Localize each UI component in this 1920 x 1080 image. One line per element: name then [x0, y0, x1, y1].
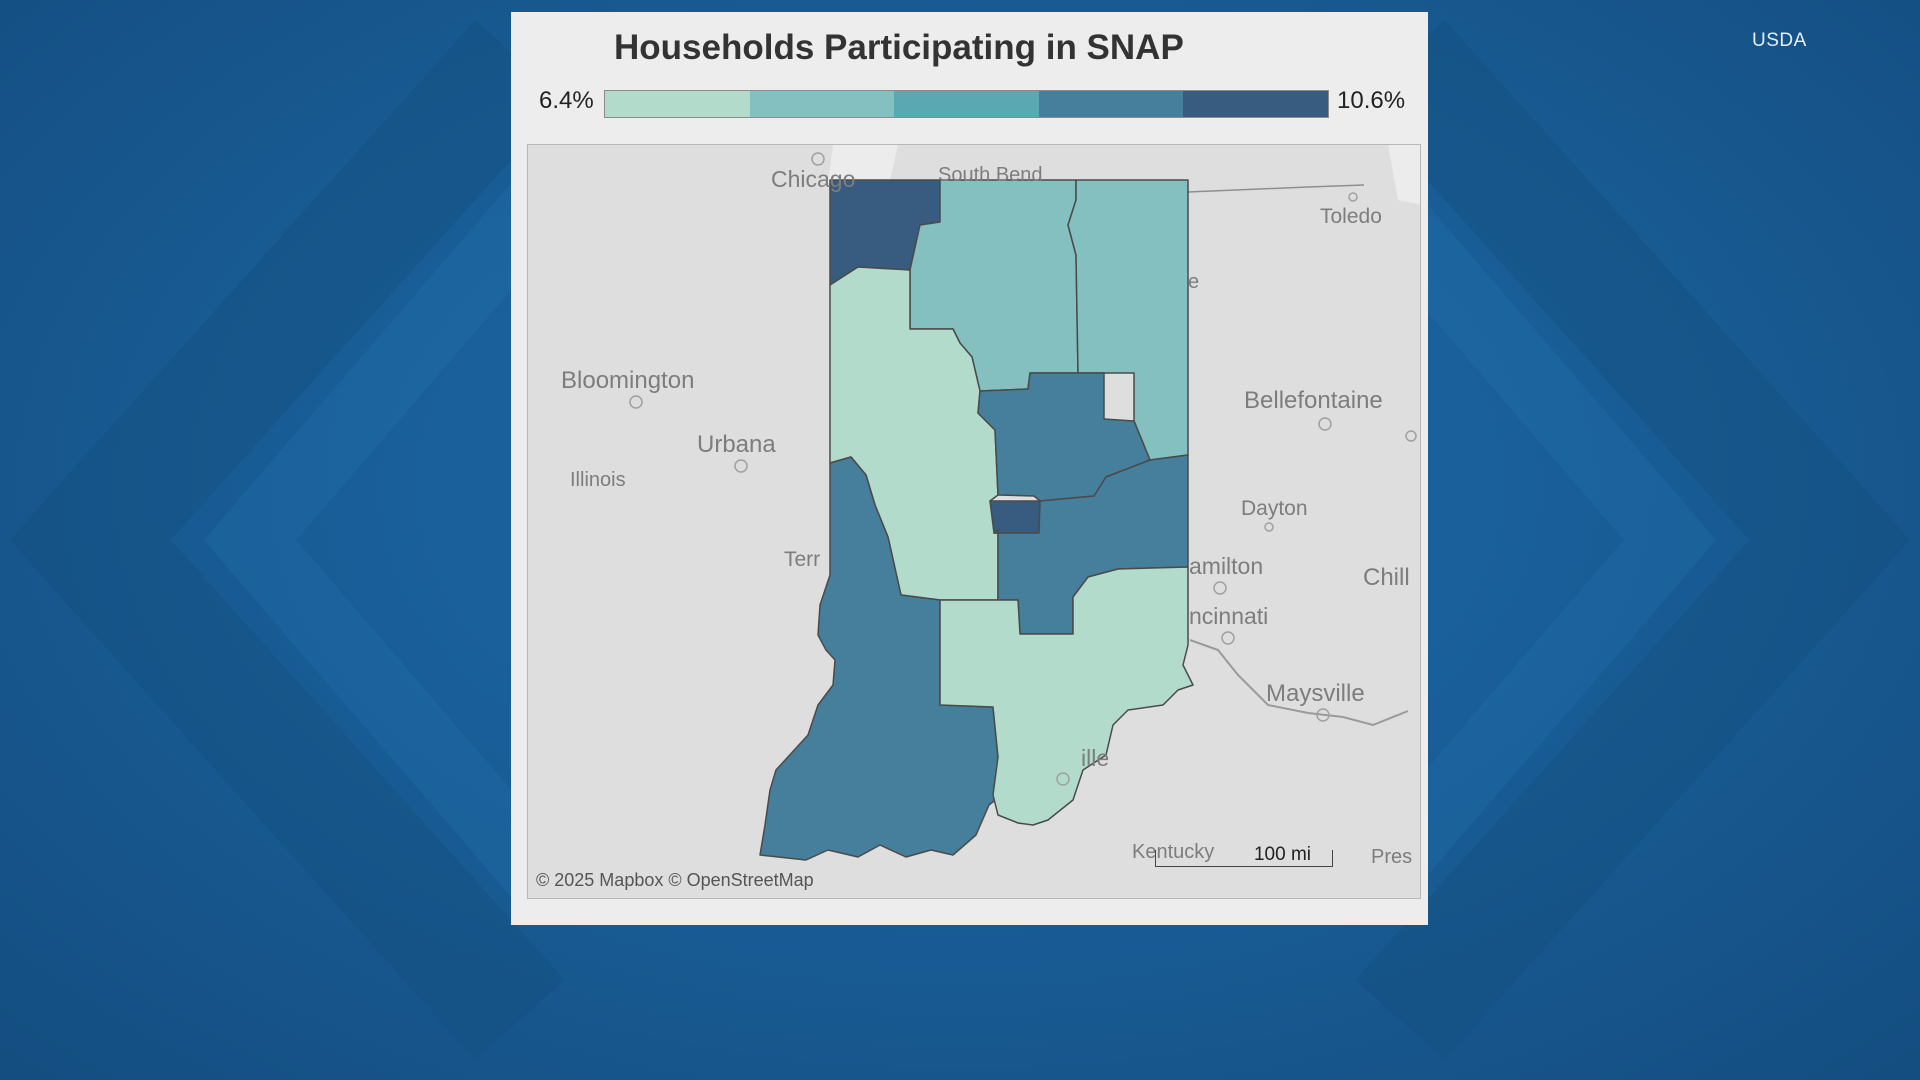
- legend-color-bar: [604, 90, 1329, 118]
- place-urbana: Urbana: [697, 431, 776, 458]
- state-border-line: [1187, 184, 1365, 193]
- map-canvas[interactable]: Chicago South Bend Toledo e Bloomington …: [528, 145, 1421, 899]
- place-south-bend: South Bend: [938, 164, 1043, 186]
- bellefontaine-dot-icon: [1318, 417, 1332, 431]
- place-louisville-partial: ille: [1081, 745, 1109, 771]
- legend-swatch-4: [1038, 91, 1184, 117]
- louisville-dot-icon: [1056, 772, 1070, 786]
- place-maysville: Maysville: [1266, 680, 1365, 707]
- region-southeast[interactable]: [939, 566, 1194, 826]
- place-kentucky: Kentucky: [1132, 841, 1214, 863]
- chicago-dot-icon: [811, 152, 825, 166]
- legend-swatch-3: [894, 91, 1039, 117]
- place-illinois: Illinois: [570, 469, 626, 491]
- place-chillicothe-partial: Chill: [1363, 564, 1410, 591]
- place-cincinnati-partial: ncinnati: [1189, 603, 1268, 629]
- legend-max-label: 10.6%: [1337, 87, 1406, 114]
- bloomington-dot-icon: [629, 395, 643, 409]
- map-attribution[interactable]: © 2025 Mapbox © OpenStreetMap: [536, 870, 814, 890]
- east-edge-dot-icon: [1405, 430, 1417, 442]
- place-chicago: Chicago: [771, 166, 855, 192]
- hamilton-dot-icon: [1213, 581, 1227, 595]
- legend-min-label: 6.4%: [539, 87, 594, 114]
- toledo-dot-icon: [1348, 192, 1358, 202]
- legend-swatch-2: [749, 91, 895, 117]
- region-northeast[interactable]: [1067, 179, 1189, 461]
- legend-swatch-5: [1183, 91, 1328, 117]
- map-card: Households Participating in SNAP 6.4% 10…: [511, 12, 1428, 925]
- place-pres-partial: Pres: [1371, 846, 1412, 868]
- place-bloomington: Bloomington: [561, 367, 694, 394]
- city-markers: [629, 152, 1417, 786]
- ohio-river-line: [1189, 639, 1409, 727]
- place-hamilton-partial: amilton: [1189, 553, 1263, 579]
- region-indianapolis[interactable]: [989, 500, 1041, 534]
- lake-erie-shape: [1388, 145, 1420, 205]
- region-southwest[interactable]: [759, 456, 1005, 861]
- place-terre-haute-partial: Terr: [784, 548, 820, 571]
- place-dayton: Dayton: [1241, 497, 1308, 520]
- place-fort-wayne-partial: e: [1188, 271, 1199, 293]
- urbana-dot-icon: [734, 459, 748, 473]
- dayton-dot-icon: [1264, 522, 1274, 532]
- maysville-dot-icon: [1316, 708, 1330, 722]
- map-title: Households Participating in SNAP: [614, 28, 1184, 67]
- place-toledo: Toledo: [1320, 205, 1382, 228]
- scale-bar-label: 100 mi: [1251, 844, 1313, 866]
- scale-bar: 100 mi: [1155, 844, 1333, 868]
- legend-swatch-1: [605, 91, 750, 117]
- source-label: USDA: [1752, 30, 1807, 51]
- cincinnati-dot-icon: [1221, 631, 1235, 645]
- map-view[interactable]: Chicago South Bend Toledo e Bloomington …: [527, 144, 1421, 899]
- scale-bar-line: [1155, 850, 1333, 867]
- place-bellefontaine: Bellefontaine: [1244, 387, 1383, 414]
- lake-michigan-shape: [828, 145, 898, 183]
